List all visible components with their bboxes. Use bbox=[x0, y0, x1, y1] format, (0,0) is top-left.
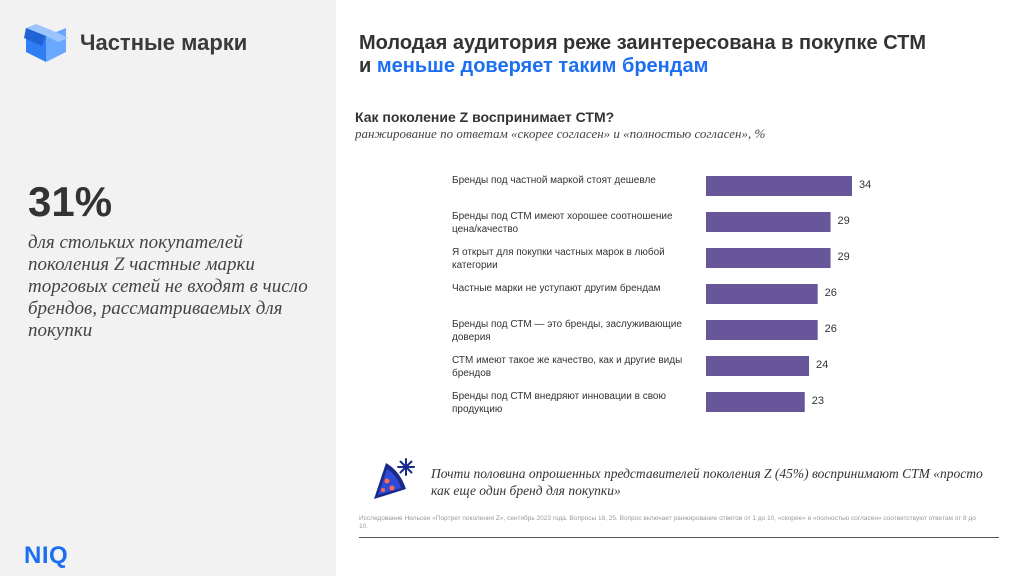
pizza-snowflake-icon bbox=[374, 458, 415, 499]
bottom-divider bbox=[359, 537, 999, 538]
value-label-5: 24 bbox=[816, 359, 829, 371]
note-text: Почти половина опрошенных представителей… bbox=[431, 466, 983, 498]
source-text: Исследование Нильсен «Портрет поколения … bbox=[359, 515, 976, 530]
bar-chart-svg bbox=[706, 176, 852, 412]
value-label-2: 29 bbox=[837, 251, 850, 263]
value-label-6: 23 bbox=[811, 395, 824, 407]
value-label-4: 26 bbox=[824, 323, 837, 335]
section-title: Частные марки bbox=[80, 30, 248, 55]
category-label-3: Частные марки не уступают другим брендам bbox=[452, 283, 661, 294]
category-label-1: Бренды под СТМ имеют хорошее соотношение… bbox=[452, 211, 673, 235]
bar-6 bbox=[706, 392, 805, 412]
bar-2 bbox=[706, 248, 831, 268]
big-stat: 31% bbox=[28, 178, 113, 225]
category-label-2: Я открыт для покупки частных марок в люб… bbox=[452, 247, 665, 271]
value-label-3: 26 bbox=[824, 287, 837, 299]
headline-accent: меньше доверяет таким брендам bbox=[376, 55, 709, 77]
category-label-4: Бренды под СТМ — это бренды, заслуживающ… bbox=[452, 319, 682, 343]
left-panel: Частные марки 31% для стольких покупател… bbox=[0, 0, 336, 576]
bar-5 bbox=[706, 356, 810, 376]
value-label-0: 34 bbox=[859, 179, 872, 191]
niq-logo: NIQ bbox=[24, 542, 69, 569]
chart-subtitle: ранжирование по ответам «скорее согласен… bbox=[355, 126, 766, 141]
category-label-0: Бренды под частной маркой стоят дешевле bbox=[452, 175, 656, 186]
bar-0 bbox=[706, 176, 852, 196]
stat-description: для стольких покупателей поколения Z час… bbox=[28, 232, 308, 341]
headline-line1: Молодая аудитория реже заинтересована в … bbox=[359, 32, 927, 54]
chart-title: Как поколение Z воспринимает СТМ? bbox=[355, 109, 615, 125]
headline-line2-prefix: и bbox=[359, 55, 377, 77]
box-icon bbox=[24, 24, 68, 62]
value-label-1: 29 bbox=[837, 215, 850, 227]
category-label-5: СТМ имеют такое же качество, как и други… bbox=[452, 355, 683, 379]
category-label-6: Бренды под СТМ внедряют инновации в свою… bbox=[452, 391, 666, 415]
headline-line2: и меньше доверяет таким брендам bbox=[359, 55, 979, 78]
bar-4 bbox=[706, 320, 818, 340]
bar-chart: Бренды под частной маркой стоят дешевле 3… bbox=[440, 168, 880, 428]
headline: Молодая аудитория реже заинтересована в … bbox=[359, 32, 979, 78]
bar-3 bbox=[706, 284, 818, 304]
bar-1 bbox=[706, 212, 831, 232]
